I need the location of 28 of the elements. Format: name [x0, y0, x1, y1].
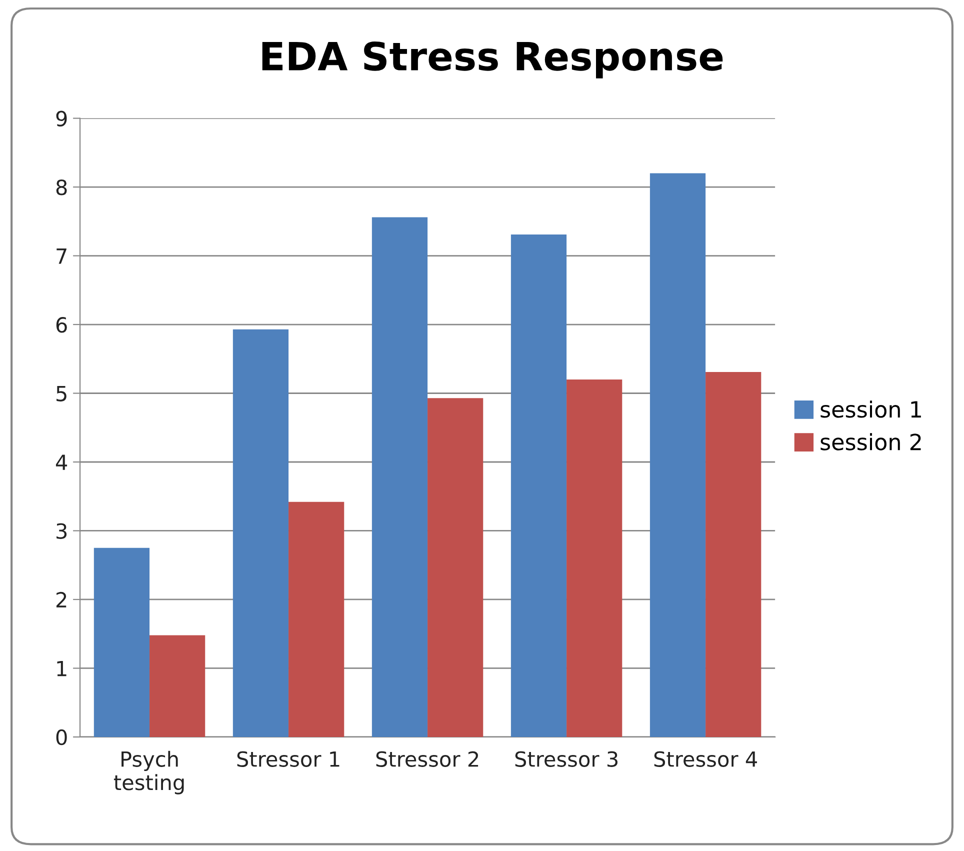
y-tick-label: 5 — [56, 386, 66, 402]
bar — [150, 635, 206, 737]
bar — [94, 548, 150, 737]
y-tick-label: 1 — [57, 660, 66, 676]
y-tick-label: 8 — [56, 179, 67, 196]
bar — [650, 173, 706, 737]
bar — [372, 217, 428, 737]
bar — [706, 372, 762, 737]
x-tick-label: Stressor 2 — [376, 751, 478, 767]
legend-label: session 2 — [820, 433, 921, 450]
y-tick-label: 9 — [56, 110, 67, 126]
bar — [566, 380, 622, 737]
y-tick-label: 3 — [56, 523, 67, 539]
x-tick-label: Psych testing — [114, 750, 184, 794]
legend-label: session 1 — [820, 400, 921, 418]
y-tick-label: 7 — [56, 248, 66, 264]
y-tick-label: 6 — [56, 316, 67, 333]
y-tick-label: 2 — [56, 592, 66, 608]
x-tick-label: Stressor 4 — [654, 751, 757, 767]
bar — [288, 502, 344, 737]
y-tick-label: 0 — [56, 729, 67, 746]
chart-title: EDA Stress Response — [262, 41, 723, 78]
bar — [510, 234, 567, 737]
y-tick-label: 4 — [56, 454, 68, 470]
bar — [428, 398, 484, 737]
x-tick-label: Stressor 3 — [515, 751, 618, 767]
x-tick-label: Stressor 1 — [237, 751, 340, 767]
bar — [232, 329, 289, 737]
